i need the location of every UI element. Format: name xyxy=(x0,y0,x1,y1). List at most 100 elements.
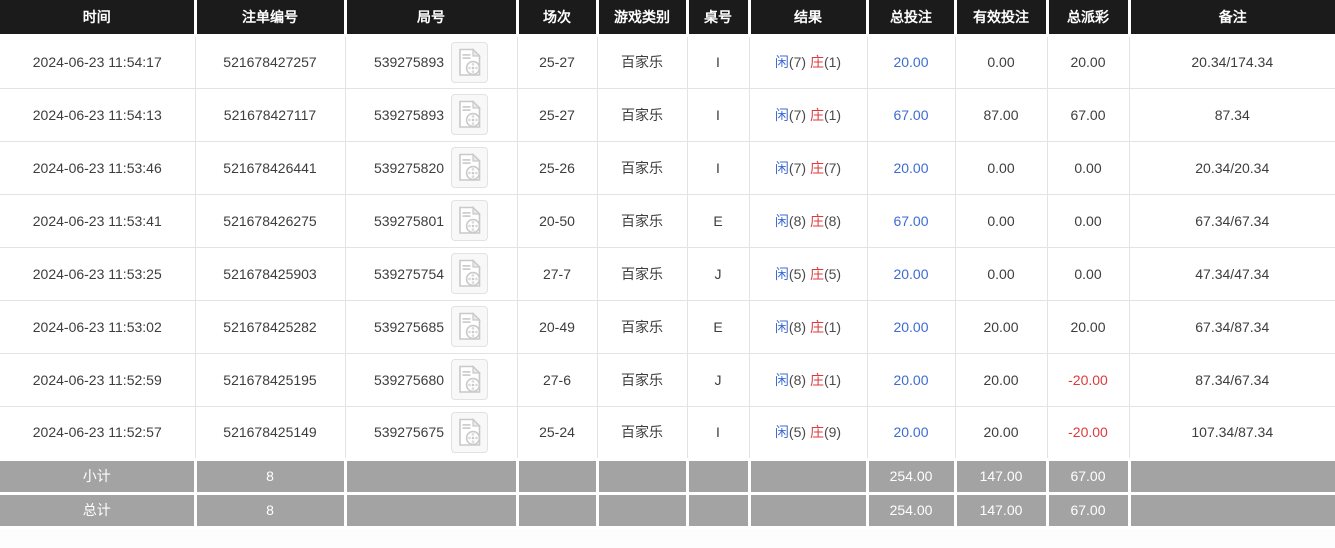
result-banker-label: 庄 xyxy=(809,371,824,388)
round-video-button[interactable] xyxy=(451,253,489,294)
time-value: 2024-06-23 11:53:02 xyxy=(32,318,162,335)
table-no-value: E xyxy=(713,318,723,335)
round-id-group: 539275754 xyxy=(350,253,513,294)
cell-session: 27-7 xyxy=(516,246,598,301)
game-type-value: 百家乐 xyxy=(621,371,663,388)
cell-time: 2024-06-23 11:53:02 xyxy=(0,299,196,354)
game-type-value: 百家乐 xyxy=(621,106,663,123)
video-file-icon xyxy=(458,259,481,287)
round-video-button[interactable] xyxy=(451,306,489,347)
total-payout-value: -20.00 xyxy=(1068,424,1108,440)
cell-total-payout: 0.00 xyxy=(1046,193,1130,248)
table-no-value: I xyxy=(716,106,720,123)
round-video-button[interactable] xyxy=(451,94,489,135)
round-id-value: 539275801 xyxy=(373,212,445,229)
total-bet-link[interactable]: 20.00 xyxy=(893,424,929,440)
total-bet-link[interactable]: 20.00 xyxy=(893,265,929,282)
column-header-session: 场次 xyxy=(517,0,599,37)
round-video-button[interactable] xyxy=(451,359,489,400)
bet-id-value: 521678425195 xyxy=(223,371,317,388)
round-video-button[interactable] xyxy=(451,147,489,188)
session-value: 25-27 xyxy=(539,54,575,70)
total-bet-link[interactable]: 20.00 xyxy=(893,159,929,176)
cell-valid-bet: 20.00 xyxy=(954,299,1048,354)
column-header-round_id: 局号 xyxy=(345,0,519,37)
game-type-value: 百家乐 xyxy=(621,424,663,440)
result-player-value: (8) xyxy=(788,212,807,229)
footer-valid-bet: 147.00 xyxy=(953,491,1049,529)
footer-total-bet: 254.00 xyxy=(865,491,957,529)
footer-empty-remark xyxy=(1127,491,1335,529)
result-player-value: (8) xyxy=(788,318,807,335)
total-bet-link[interactable]: 67.00 xyxy=(893,212,929,229)
cell-total-bet: 20.00 xyxy=(866,246,956,301)
cell-session: 25-27 xyxy=(516,34,598,89)
round-id-group: 539275680 xyxy=(350,359,513,400)
time-value: 2024-06-23 11:52:59 xyxy=(32,371,162,388)
cell-result: 闲(8) 庄(8) xyxy=(748,193,868,248)
cell-valid-bet: 87.00 xyxy=(954,87,1048,142)
footer-valid-bet: 147.00 xyxy=(953,457,1049,495)
video-file-icon xyxy=(458,47,481,76)
footer-empty-session xyxy=(515,491,599,529)
round-video-button[interactable] xyxy=(451,411,489,453)
cell-round-id: 539275893 xyxy=(344,87,518,142)
session-value: 25-27 xyxy=(539,106,575,123)
video-file-icon xyxy=(458,312,481,340)
footer-label: 总计 xyxy=(0,491,197,529)
cell-result: 闲(7) 庄(1) xyxy=(748,34,868,89)
cell-bet-id: 521678425903 xyxy=(194,246,346,301)
column-header-table_no: 桌号 xyxy=(687,0,751,37)
cell-session: 25-26 xyxy=(516,140,598,195)
total-payout-value: 67.00 xyxy=(1070,106,1106,123)
cell-time: 2024-06-23 11:53:46 xyxy=(0,140,196,195)
total-bet-link[interactable]: 67.00 xyxy=(893,106,929,123)
cell-total-bet: 20.00 xyxy=(866,405,956,460)
cell-total-payout: -20.00 xyxy=(1046,405,1130,460)
cell-bet-id: 521678426441 xyxy=(194,140,346,195)
total-bet-link[interactable]: 20.00 xyxy=(893,54,929,70)
result-player-value: (7) xyxy=(788,54,807,70)
cell-bet-id: 521678426275 xyxy=(194,193,346,248)
remark-value: 87.34 xyxy=(1214,106,1250,123)
cell-result: 闲(8) 庄(1) xyxy=(748,299,868,354)
cell-round-id: 539275680 xyxy=(344,352,518,407)
result-banker-value: (7) xyxy=(823,159,842,176)
footer-count: 8 xyxy=(193,491,347,529)
round-id-group: 539275893 xyxy=(350,41,513,83)
remark-value: 67.34/87.34 xyxy=(1195,318,1270,335)
remark-value: 20.34/174.34 xyxy=(1191,54,1274,70)
cell-result: 闲(5) 庄(9) xyxy=(748,405,868,460)
table-footer: 小计 8 254.00 147.00 67.00 总计 8 254.00 147.00 67.00 xyxy=(0,457,1335,529)
cell-total-bet: 67.00 xyxy=(866,87,956,142)
footer-empty-round xyxy=(343,457,519,495)
bet-id-value: 521678425282 xyxy=(223,318,317,335)
result-player-label: 闲 xyxy=(774,265,789,282)
cell-session: 27-6 xyxy=(516,352,598,407)
valid-bet-value: 0.00 xyxy=(987,54,1015,70)
cell-result: 闲(8) 庄(1) xyxy=(748,352,868,407)
round-video-button[interactable] xyxy=(451,41,489,83)
cell-round-id: 539275754 xyxy=(344,246,518,301)
total-bet-link[interactable]: 20.00 xyxy=(893,318,929,335)
result-banker-label: 庄 xyxy=(809,54,824,70)
total-bet-link[interactable]: 20.00 xyxy=(893,371,929,388)
cell-valid-bet: 0.00 xyxy=(954,34,1048,89)
result-player-value: (5) xyxy=(788,424,807,440)
cell-total-payout: 0.00 xyxy=(1046,246,1130,301)
valid-bet-value: 87.00 xyxy=(983,106,1019,123)
column-header-remark: 备注 xyxy=(1129,0,1335,37)
cell-total-bet: 20.00 xyxy=(866,140,956,195)
round-id-group: 539275685 xyxy=(350,306,513,347)
cell-result: 闲(7) 庄(1) xyxy=(748,87,868,142)
valid-bet-value: 0.00 xyxy=(987,212,1015,229)
game-type-value: 百家乐 xyxy=(621,54,663,70)
cell-valid-bet: 20.00 xyxy=(954,352,1048,407)
table-row: 2024-06-23 11:54:17 521678427257 539275893… xyxy=(0,34,1335,89)
round-video-button[interactable] xyxy=(451,200,489,241)
valid-bet-value: 0.00 xyxy=(987,159,1015,176)
result-player-label: 闲 xyxy=(774,54,789,70)
cell-time: 2024-06-23 11:54:17 xyxy=(0,34,196,89)
total-payout-value: 20.00 xyxy=(1070,54,1106,70)
round-id-group: 539275675 xyxy=(350,411,513,453)
